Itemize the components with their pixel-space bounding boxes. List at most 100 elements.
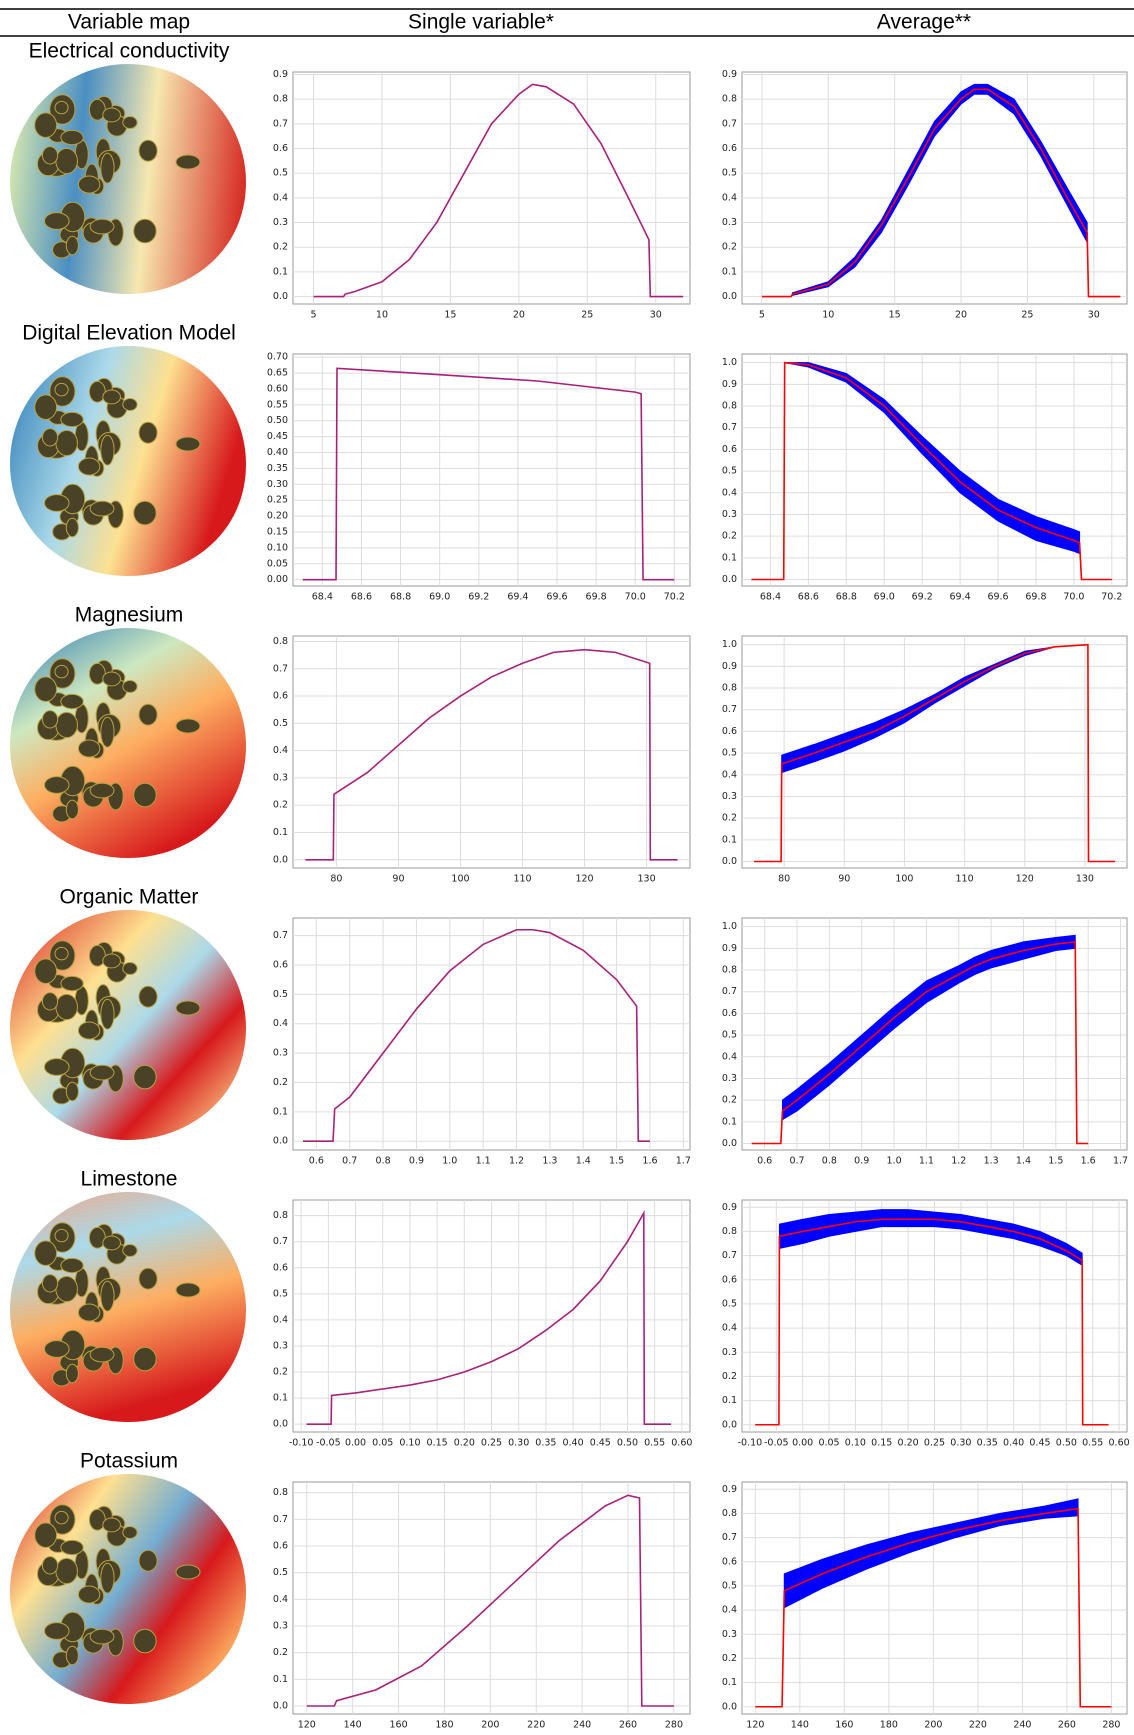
map-blob <box>43 1340 70 1358</box>
x-tick-label: 260 <box>619 1720 637 1731</box>
y-tick-label: 0.5 <box>273 1567 288 1578</box>
x-tick-label: 15 <box>444 310 456 321</box>
y-tick-label: 0.3 <box>273 217 288 228</box>
x-tick-label: 68.6 <box>351 592 372 603</box>
y-tick-label: 0.10 <box>267 542 288 553</box>
data-line <box>751 940 1089 1145</box>
map-blob <box>43 1622 70 1640</box>
y-tick-label: 0.2 <box>273 242 288 253</box>
x-tick-label: 120 <box>298 1720 316 1731</box>
y-tick-label: 0.5 <box>722 1298 737 1309</box>
y-tick-label: 0.8 <box>273 1210 288 1221</box>
x-tick-label: 130 <box>638 874 656 885</box>
x-tick-label: 1.4 <box>1016 1156 1031 1167</box>
y-tick-label: 0.4 <box>722 1605 737 1616</box>
data-line <box>305 648 678 861</box>
y-tick-label: 0.3 <box>722 217 737 228</box>
x-tick-label: 0.6 <box>757 1156 772 1167</box>
y-tick-label: 0.0 <box>722 1138 737 1149</box>
x-tick-label: 1.5 <box>1048 1156 1063 1167</box>
x-tick-label: 280 <box>665 1720 683 1731</box>
x-tick-label: 68.6 <box>798 592 819 603</box>
data-line <box>306 1494 674 1707</box>
y-tick-label: 0.6 <box>722 1556 737 1567</box>
map-blob <box>89 500 115 517</box>
map-blob <box>122 397 138 412</box>
y-tick-label: 0.1 <box>273 1106 288 1117</box>
x-tick-label: 0.6 <box>309 1156 324 1167</box>
chart: 0.0 0.1 0.2 0.3 0.4 0.5 0.6 0.7 0.8 0.9 5 10 15 20 25 3… <box>722 69 1128 321</box>
plot-area <box>292 71 691 305</box>
y-tick-label: 0.5 <box>722 1030 737 1041</box>
map-blob <box>41 1556 59 1575</box>
x-tick-label: 15 <box>889 310 901 321</box>
x-tick-label: 0.25 <box>924 1438 945 1449</box>
x-tick-label: 10 <box>822 310 834 321</box>
map-blob <box>89 782 115 799</box>
chart: 0.0 0.1 0.2 0.3 0.4 0.5 0.6 0.7 0.8 80 90 100 110 120… <box>273 635 691 885</box>
y-tick-label: 0.7 <box>722 1532 737 1543</box>
map-blob <box>100 1562 115 1594</box>
x-tick-label: -0.05 <box>316 1438 341 1449</box>
y-tick-label: 0.70 <box>267 352 288 363</box>
data-line <box>303 928 650 1142</box>
y-tick-label: 0.0 <box>273 291 288 302</box>
map-blob <box>41 1274 59 1293</box>
y-tick-label: 0.4 <box>273 192 288 203</box>
x-tick-label: 80 <box>330 874 342 885</box>
x-tick-label: 130 <box>1076 874 1094 885</box>
map-blob <box>122 961 138 976</box>
y-tick-label: 0.8 <box>722 683 737 694</box>
y-tick-label: 0.5 <box>722 168 737 179</box>
x-tick-label: 100 <box>451 874 469 885</box>
y-tick-label: 0.40 <box>267 447 288 458</box>
data-line <box>306 1210 671 1425</box>
x-tick-label: 1.6 <box>642 1156 657 1167</box>
map-blob <box>65 235 79 256</box>
map-blob <box>54 664 69 679</box>
y-tick-label: 0.7 <box>273 1236 288 1247</box>
x-tick-label: 240 <box>573 1720 591 1731</box>
map-blob <box>122 679 138 694</box>
x-tick-label: 70.0 <box>1063 592 1084 603</box>
x-tick-label: 69.2 <box>912 592 933 603</box>
chart: 0.0 0.1 0.2 0.3 0.4 0.5 0.6 0.7 0.8 0.9 1.0 68.4 68.… <box>722 353 1128 603</box>
map-blob <box>77 175 101 194</box>
map-blob <box>175 154 201 170</box>
variable-map <box>10 1192 246 1422</box>
y-tick-label: 0.45 <box>267 431 288 442</box>
x-tick-label: 120 <box>746 1720 764 1731</box>
x-tick-label: 0.45 <box>590 1438 611 1449</box>
chart: 0.0 0.1 0.2 0.3 0.4 0.5 0.6 0.7 0.8 -0.10 -0.05 0.0… <box>273 1199 692 1449</box>
y-tick-label: 0.5 <box>722 466 737 477</box>
y-tick-label: 0.2 <box>273 800 288 811</box>
map-blob <box>100 152 115 184</box>
y-tick-label: 0.3 <box>722 509 737 520</box>
map-blob <box>34 394 58 420</box>
map-blob <box>89 1346 115 1363</box>
y-tick-label: 0.2 <box>722 1653 737 1664</box>
chart: 0.0 0.1 0.2 0.3 0.4 0.5 0.6 0.7 0.8 120 140 160 180 2… <box>273 1481 691 1731</box>
map-blob <box>65 799 79 820</box>
y-tick-label: 0.20 <box>267 511 288 522</box>
row-label: Limestone <box>81 1168 178 1191</box>
x-tick-label: 180 <box>880 1720 898 1731</box>
y-tick-label: 0.4 <box>722 1323 737 1334</box>
x-tick-label: 68.8 <box>836 592 857 603</box>
map-blob <box>102 671 121 687</box>
x-tick-label: 0.00 <box>792 1438 813 1449</box>
x-tick-label: 1.7 <box>676 1156 691 1167</box>
chart: 0.0 0.1 0.2 0.3 0.4 0.5 0.6 0.7 0.8 0.9 5 10 15 20 25 3… <box>273 69 691 321</box>
map-blob <box>102 389 121 405</box>
y-tick-label: 0.1 <box>722 834 737 845</box>
x-tick-label: 20 <box>513 310 525 321</box>
map-blob <box>175 1000 201 1016</box>
x-tick-label: 1.0 <box>887 1156 902 1167</box>
map-blob <box>100 1280 115 1312</box>
y-tick-label: 0.9 <box>722 1202 737 1213</box>
x-tick-label: 0.60 <box>1109 1438 1130 1449</box>
y-tick-label: 0.5 <box>273 718 288 729</box>
y-tick-label: 0.3 <box>722 1629 737 1640</box>
x-tick-label: 90 <box>392 874 404 885</box>
